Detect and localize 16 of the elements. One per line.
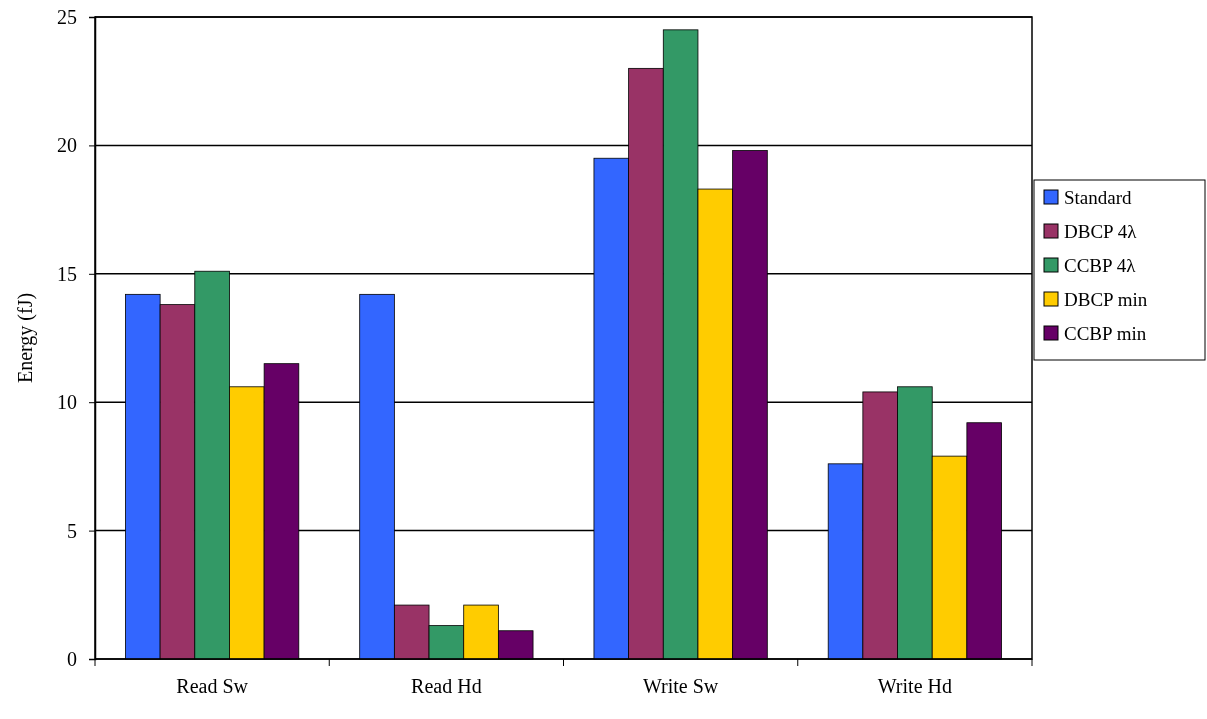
y-axis-title: Energy (fJ) (14, 292, 37, 384)
legend-label: Standard (1064, 187, 1133, 208)
legend-label: CCBP min (1064, 323, 1147, 344)
legend-label: DBCP 4λ (1064, 221, 1138, 242)
legend-label: CCBP 4λ (1064, 255, 1137, 276)
y-tick-label: 10 (57, 391, 77, 414)
x-tick-label: Read Sw (176, 675, 249, 698)
legend-label: DBCP min (1064, 289, 1148, 310)
y-tick-label: 0 (67, 647, 77, 670)
x-tick-label: Read Hd (411, 675, 482, 698)
x-tick-label: Write Sw (642, 675, 719, 698)
y-tick-label: 5 (67, 519, 77, 542)
y-tick-label: 25 (57, 5, 77, 28)
y-tick-label: 15 (57, 262, 77, 285)
x-tick-label: Write Hd (877, 675, 952, 698)
y-tick-label: 20 (57, 134, 77, 157)
